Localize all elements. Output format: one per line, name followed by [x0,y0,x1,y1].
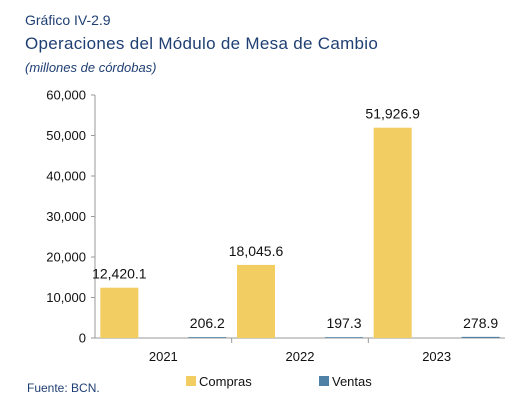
x-tick-label: 2022 [286,349,315,364]
y-tick-label: 30,000 [46,209,86,224]
bar-ventas-2023 [461,336,500,338]
bar-compras-2021 [100,287,139,338]
y-tick-label: 40,000 [46,169,86,184]
source-note: Fuente: BCN. [27,381,100,395]
y-tick-label: 0 [79,331,86,346]
data-label-compras-2023: 51,926.9 [365,106,420,122]
data-label-compras-2022: 18,045.6 [229,243,284,259]
x-tick-label: 2023 [422,349,451,364]
figure-label: Gráfico IV-2.9 [25,12,111,28]
chart-title: Operaciones del Módulo de Mesa de Cambio [25,34,379,53]
data-label-ventas-2023: 278.9 [463,315,498,331]
data-label-compras-2021: 12,420.1 [92,266,147,282]
y-tick-label: 50,000 [46,128,86,143]
bar-ventas-2022 [325,337,363,339]
legend-swatch-ventas [319,376,329,386]
legend-swatch-compras [186,376,196,386]
y-tick-label: 60,000 [46,88,86,103]
bar-ventas-2021 [188,337,227,338]
legend-label-ventas: Ventas [332,374,372,389]
data-label-ventas-2021: 206.2 [190,315,225,331]
x-tick-label: 2021 [149,349,178,364]
bar-compras-2023 [373,127,412,339]
chart-subtitle: (millones de córdobas) [25,60,157,75]
y-tick-label: 10,000 [46,290,86,305]
legend-label-compras: Compras [199,374,252,389]
y-tick-label: 20,000 [46,250,86,265]
bar-compras-2022 [237,264,275,338]
data-label-ventas-2022: 197.3 [326,315,361,331]
